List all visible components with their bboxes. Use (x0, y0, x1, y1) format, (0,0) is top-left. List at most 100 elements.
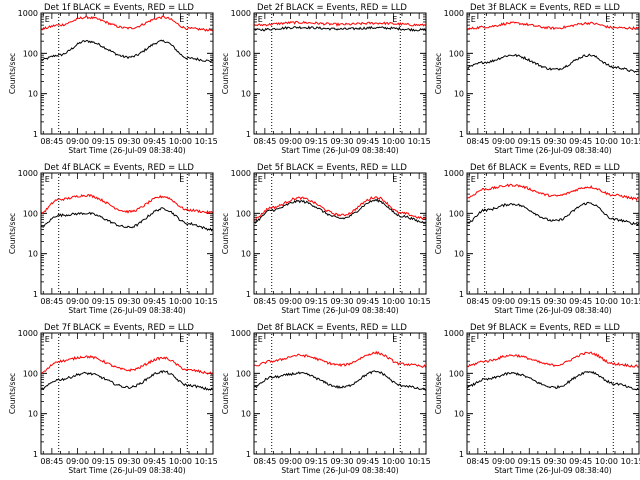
series-lld-line (467, 183, 639, 202)
x-tick-label: 09:00 (492, 297, 515, 306)
y-tick-label: 1000 (231, 169, 251, 178)
x-tick-label: 08:45 (466, 457, 489, 466)
y-tick-label: 1000 (18, 169, 38, 178)
x-tick-label: 09:45 (569, 137, 592, 146)
x-tick-label: 09:30 (330, 457, 353, 466)
panel-title: Det 1f BLACK = Events, RED = LLD (44, 3, 194, 13)
series-events-line (254, 370, 426, 391)
series-lld-line (467, 351, 639, 368)
x-axis-label: Start Time (26-Jul-09 08:38:40) (281, 466, 398, 475)
event-marker-label: E (258, 15, 263, 24)
y-tick-label: 100 (23, 369, 38, 378)
event-marker-label: E (45, 15, 50, 24)
x-tick-label: 08:45 (40, 137, 63, 146)
x-tick-label: 09:30 (117, 137, 140, 146)
x-axis-label: Start Time (26-Jul-09 08:38:40) (281, 306, 398, 315)
x-tick-label: 10:00 (595, 137, 618, 146)
x-tick-label: 08:45 (253, 297, 276, 306)
x-tick-label: 09:45 (143, 297, 166, 306)
y-axis-label: Counts/sec (434, 373, 443, 414)
y-axis-label: Counts/sec (221, 53, 230, 94)
event-marker-label: E (605, 15, 610, 24)
y-tick-label: 1 (246, 290, 251, 299)
series-lld-line (254, 350, 426, 369)
x-tick-label: 09:00 (66, 297, 89, 306)
x-tick-label: 10:00 (382, 297, 405, 306)
x-tick-label: 09:00 (279, 457, 302, 466)
x-tick-label: 09:15 (305, 457, 328, 466)
x-tick-label: 09:45 (356, 137, 379, 146)
x-tick-label: 10:15 (621, 297, 640, 306)
x-tick-label: 10:15 (408, 457, 431, 466)
y-tick-label: 10 (28, 250, 38, 259)
series-lld-line (41, 354, 213, 376)
series-events-line (41, 207, 213, 232)
x-tick-label: 10:00 (169, 297, 192, 306)
y-axis-label: Counts/sec (221, 213, 230, 254)
x-tick-label: 10:00 (169, 137, 192, 146)
y-tick-label: 100 (23, 209, 38, 218)
y-tick-label: 1000 (231, 329, 251, 338)
event-marker-label: E (471, 175, 476, 184)
y-tick-label: 1 (459, 130, 464, 139)
x-tick-label: 09:30 (543, 137, 566, 146)
event-marker-label: E (179, 15, 184, 24)
event-marker-label: E (179, 175, 184, 184)
event-marker-label: E (605, 335, 610, 344)
y-tick-label: 1 (246, 450, 251, 459)
x-axis-label: Start Time (26-Jul-09 08:38:40) (281, 146, 398, 155)
x-tick-label: 08:45 (40, 457, 63, 466)
x-tick-label: 09:15 (92, 137, 115, 146)
x-tick-label: 09:15 (305, 297, 328, 306)
event-marker-label: E (392, 175, 397, 184)
y-tick-label: 1000 (18, 9, 38, 18)
event-marker-label: E (392, 15, 397, 24)
panel-title: Det 6f BLACK = Events, RED = LLD (470, 163, 620, 173)
x-tick-label: 09:45 (569, 297, 592, 306)
x-tick-label: 10:00 (169, 457, 192, 466)
x-tick-label: 09:00 (492, 457, 515, 466)
y-tick-label: 100 (23, 49, 38, 58)
event-marker-label: E (45, 175, 50, 184)
x-tick-label: 10:15 (621, 457, 640, 466)
series-lld-line (41, 193, 213, 215)
x-tick-label: 08:45 (466, 297, 489, 306)
y-axis-label: Counts/sec (221, 373, 230, 414)
y-tick-label: 1000 (444, 9, 464, 18)
x-axis-label: Start Time (26-Jul-09 08:38:40) (68, 466, 185, 475)
panel-det-5: Det 5f BLACK = Events, RED = LLD 1 10 100 10… (221, 163, 431, 315)
series-events-line (467, 370, 639, 391)
series-lld-line (467, 21, 639, 31)
plot-frame (253, 12, 427, 135)
y-tick-label: 100 (236, 209, 251, 218)
y-tick-label: 10 (454, 410, 464, 419)
panel-title: Det 7f BLACK = Events, RED = LLD (44, 323, 194, 333)
x-tick-label: 10:15 (195, 137, 218, 146)
x-tick-label: 09:00 (279, 137, 302, 146)
x-tick-label: 09:30 (543, 457, 566, 466)
x-tick-label: 09:45 (569, 457, 592, 466)
x-tick-label: 09:00 (66, 137, 89, 146)
x-tick-label: 09:45 (356, 297, 379, 306)
y-tick-label: 100 (236, 49, 251, 58)
y-tick-label: 1 (33, 450, 38, 459)
x-tick-label: 09:00 (66, 457, 89, 466)
event-marker-label: E (471, 15, 476, 24)
y-tick-label: 1 (33, 290, 38, 299)
x-tick-label: 09:15 (518, 457, 541, 466)
x-tick-label: 10:15 (408, 297, 431, 306)
x-tick-label: 09:30 (117, 457, 140, 466)
x-tick-label: 08:45 (253, 137, 276, 146)
y-axis-label: Counts/sec (434, 53, 443, 94)
x-tick-label: 09:45 (143, 457, 166, 466)
y-tick-label: 10 (454, 250, 464, 259)
x-tick-label: 10:15 (621, 137, 640, 146)
plot-frame (466, 12, 640, 135)
series-events-line (254, 198, 426, 224)
y-tick-label: 100 (236, 369, 251, 378)
y-tick-label: 10 (241, 90, 251, 99)
x-tick-label: 08:45 (40, 297, 63, 306)
plot-frame (40, 332, 214, 455)
x-tick-label: 10:15 (195, 297, 218, 306)
